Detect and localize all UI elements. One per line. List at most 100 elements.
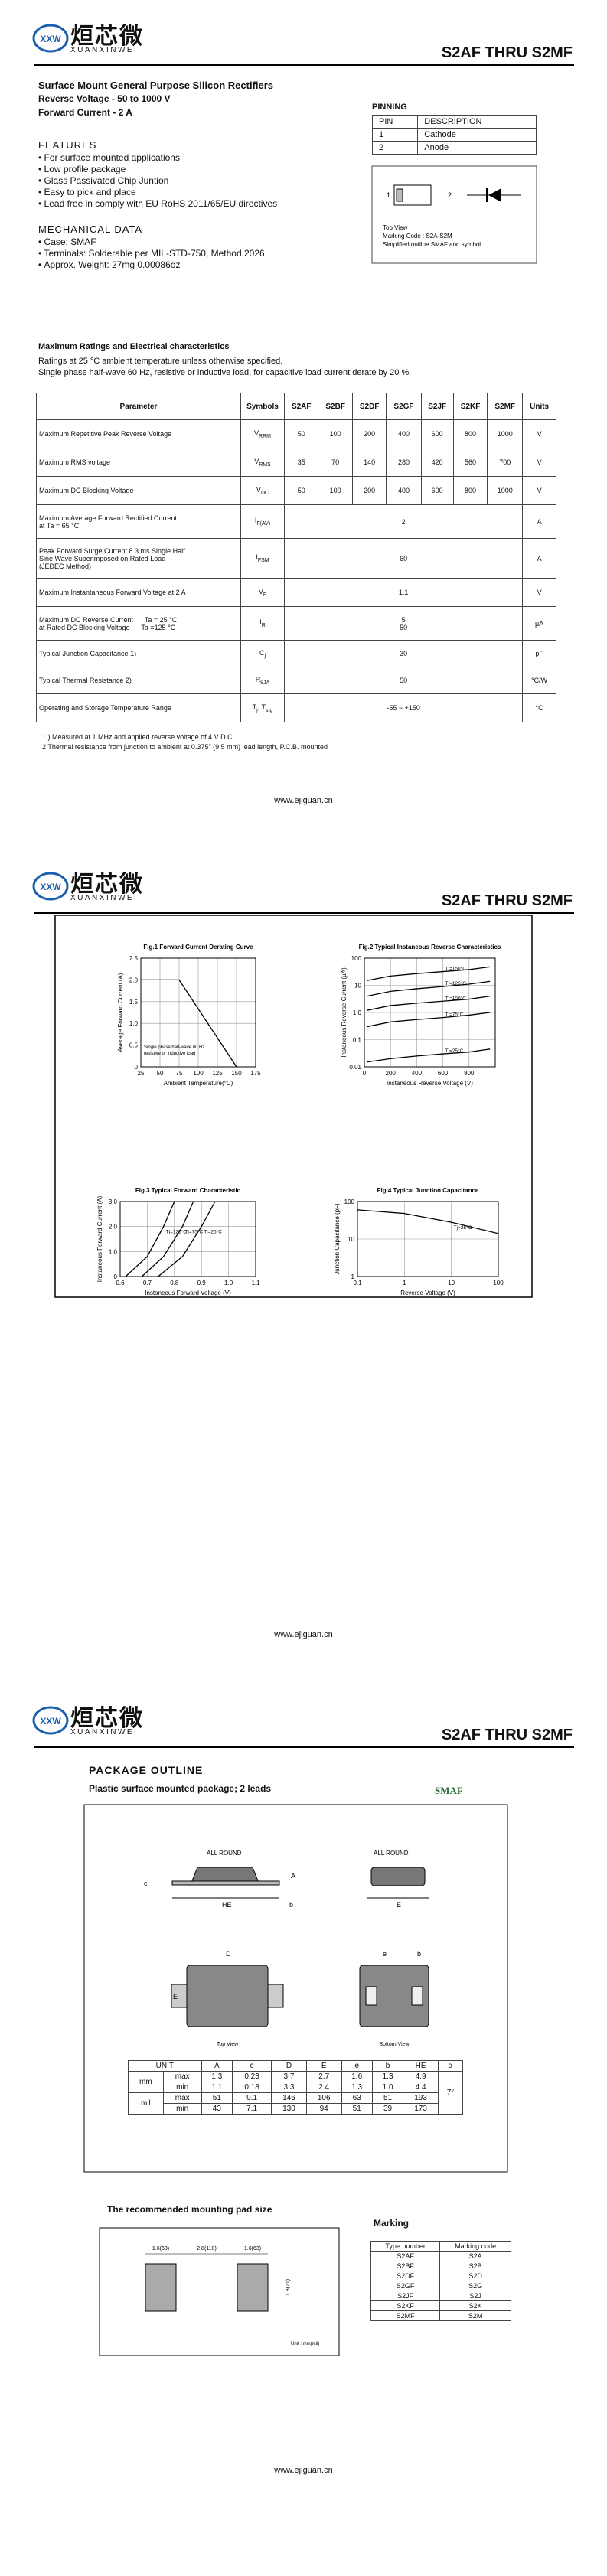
value-text: 1.1 [398,589,409,596]
value-cell: 5 50 [283,606,524,641]
value-cell: 70 [318,448,353,477]
table-cell: 1.3 [201,2071,233,2082]
top-body [186,1965,269,2027]
table-cell: S2A [439,2251,511,2261]
limit-cell: max [162,2071,202,2082]
table-row: mil max 51 9.1 146 106 63 51 193 [128,2092,463,2115]
symbol-subscript: j [256,707,258,713]
logo-text: XXW [40,34,61,44]
value-cell: 50 [283,667,524,694]
footer-url: www.ejiguan.cn [274,796,333,805]
package-caption: Simplified outline SMAF and symbol [383,241,481,248]
unit-cell: pF [522,640,556,667]
symbol-subscript: j [264,653,266,659]
table-cell: 1.0 [371,2082,404,2093]
parameter-cell: Maximum DC Blocking Voltage [36,476,241,505]
package-caption: Top View [383,224,408,231]
pad-dimension: 2.8(110) [197,2246,217,2252]
pin-label: 2 [448,191,452,199]
parameter-text: Maximum Average Forward Rectified Curren… [39,514,177,522]
drawing-label: b [417,1950,421,1958]
symbol-cell: VRMS [240,448,285,477]
table-cell: 1 [371,128,419,142]
unit-cell: A [522,538,556,579]
symbol-text: R [255,675,261,683]
mechanical-item: Terminals: Solderable per MIL-STD-750, M… [38,248,265,259]
table-cell: 39 [371,2103,404,2115]
x-tick-label: 75 [176,1070,183,1077]
value-cell: 700 [487,448,524,477]
package-lead [396,188,403,202]
x-tick-label: 100 [193,1070,204,1077]
part-range: S2AF THRU S2MF [441,1727,573,1743]
y-tick-label: 2.5 [129,955,139,962]
parameter-cell: Maximum Repetitive Peak Reverse Voltage [36,419,241,448]
package-caption: Marking Code : S2A-S2M [383,233,452,240]
value-cell: 35 [283,448,319,477]
value-cell: 420 [420,448,454,477]
brand-name: 烜芯微 [70,1706,144,1731]
x-axis-label: Reverse Voltage (V) [400,1290,455,1296]
doc-voltage: Reverse Voltage - 50 to 1000 V [38,93,171,104]
ratings-table: Parameter Symbols S2AF S2BF S2DF S2GF S2JF S2KF… [36,393,556,722]
x-axis-label: Instaneous Forward Voltage (V) [145,1290,231,1296]
pin-label: 1 [387,191,390,199]
unit-cell: μA [522,606,556,641]
doc-current: Forward Current - 2 A [38,107,132,118]
footer-url: www.ejiguan.cn [274,1630,333,1639]
table-header: α [437,2060,464,2072]
table-cell: 1.1 [201,2082,233,2093]
parameter-text: Typical Thermal Resistance 2) [39,677,132,684]
x-tick-label: 0.9 [197,1280,207,1286]
table-cell: 51 [341,2103,373,2115]
symbol-text: I [256,553,258,562]
section-title: MECHANICAL DATA [38,223,143,235]
table-row: Maximum RMS voltage VRMS 35 70 140 280 420 560 7… [36,448,556,477]
table-header: E [305,2060,342,2072]
symbol-subscript: FSM [257,557,269,563]
curve-label: Tj=75°C [445,1012,464,1018]
symbol-text: T [252,703,257,711]
table-row: S2BF S2B [370,2261,511,2271]
parameter-text: Maximum RMS voltage [39,458,111,466]
symbol-cell: IR [240,606,285,641]
x-tick-label: 1.1 [251,1280,260,1286]
table-row: PIN DESCRIPTION [371,115,537,129]
y-axis-label: Instaneous Reverse Current (µA) [341,967,348,1058]
symbol-cell: VF [240,578,285,607]
curve [367,966,491,981]
symbol-cell: IFSM [240,538,285,579]
table-cell: 1.3 [341,2082,373,2093]
curve-label: Tj=25°C [445,1048,464,1054]
parameter-text: Typical Junction Capacitance 1) [39,650,137,657]
table-cell: 1.3 [371,2071,404,2082]
y-tick-label: 0.5 [129,1042,139,1049]
table-cell: Anode [417,141,537,155]
curve [158,1201,216,1277]
value-cell: 800 [452,419,488,448]
table-cell: 63 [341,2092,373,2104]
value-cell: 100 [318,476,353,505]
y-axis-label: Junction Capacitance (pF) [334,1203,341,1275]
symbol-text: , T [257,703,266,711]
curve-label: Tj=25°C [204,1229,222,1235]
symbol-text: V [258,587,263,595]
table-row: mm max 1.3 0.23 3.7 2.7 1.6 1.3 4.9 7° [128,2071,464,2115]
value-cell: 50 [283,419,319,448]
drawing-label: Top View [217,2042,239,2047]
table-cell: 9.1 [232,2092,272,2104]
parameter-cell: Maximum RMS voltage [36,448,241,477]
table-cell: 146 [271,2092,307,2104]
symbol-text: V [254,429,259,437]
plot-frame [140,957,256,1068]
part-range: S2AF THRU S2MF [441,892,573,909]
symbol-text: C [259,648,265,657]
pad-dimension: 1.6(63) [152,2246,169,2252]
table-row: Maximum DC Blocking Voltage VDC 50 100 200 40… [36,476,556,505]
curve [141,1201,194,1277]
figure-note: resistive or inductive load [144,1052,195,1056]
curve-label: Tj=100°C [445,995,467,1001]
outline-box [83,1804,508,2173]
y-tick-label: 2.0 [109,1224,118,1231]
